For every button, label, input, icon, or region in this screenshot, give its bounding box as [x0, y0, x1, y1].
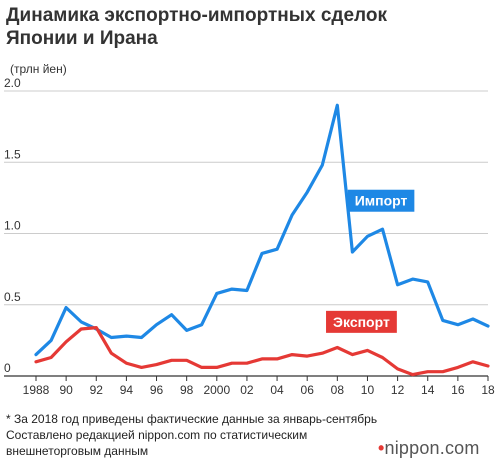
x-tick-label: 04 [270, 383, 284, 397]
x-tick-label: 16 [451, 383, 465, 397]
footnote-line-2: Составлено редакцией nippon.com по стати… [6, 428, 308, 442]
series-label-import: Импорт [347, 189, 415, 212]
logo-dot: • [378, 438, 385, 458]
logo-text: nippon.com [384, 438, 480, 458]
x-tick-label: 1988 [23, 383, 50, 397]
series-label-box-import [347, 189, 415, 212]
x-tick-label: 10 [361, 383, 375, 397]
chart-title-line-1: Динамика экспортно-импортных сделок [6, 5, 387, 26]
y-tick-label: 1.0 [4, 219, 21, 233]
x-tick-label: 14 [421, 383, 435, 397]
x-tick-label: 08 [331, 383, 345, 397]
x-tick-label: 96 [150, 383, 164, 397]
y-tick-label: 0.5 [4, 290, 21, 304]
nippon-logo: •nippon.com [378, 438, 480, 459]
x-tick-label: 02 [240, 383, 254, 397]
x-tick-label: 12 [391, 383, 405, 397]
chart-title-line-2: Японии и Ирана [6, 28, 158, 49]
footnote-line-1: * За 2018 год приведены фактические данн… [6, 412, 378, 426]
series-line-import [34, 103, 490, 357]
y-axis-unit-label: (трлн йен) [10, 62, 67, 76]
footnotes: * За 2018 год приведены фактические данн… [6, 411, 377, 459]
x-tick-label: 92 [90, 383, 104, 397]
y-tick-label: 0 [4, 361, 11, 375]
x-tick-label: 2000 [203, 383, 230, 397]
x-tick-label: 98 [180, 383, 194, 397]
chart-title: Динамика экспортно-импортных сделок Япон… [6, 4, 496, 50]
series-label-text-export: Экспорт [333, 314, 390, 330]
series-label-text-import: Импорт [355, 193, 408, 209]
series-line-export [34, 326, 490, 377]
x-tick-label: 06 [301, 383, 315, 397]
series-label-export: Экспорт [326, 310, 397, 333]
y-tick-label: 2.0 [4, 76, 21, 90]
x-tick-label: 18 [481, 383, 495, 397]
x-tick-label: 94 [120, 383, 134, 397]
y-tick-label: 1.5 [4, 147, 21, 161]
series-label-box-export [326, 310, 397, 333]
x-tick-label: 90 [59, 383, 73, 397]
footnote-line-3: внешнеторговым данным [6, 444, 149, 458]
